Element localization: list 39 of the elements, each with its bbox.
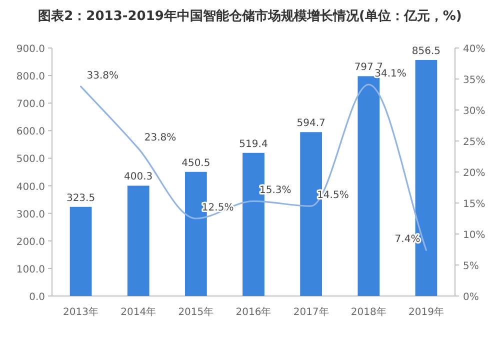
- bar: [70, 206, 92, 296]
- y2-tick-label: 0%: [463, 292, 479, 303]
- chart-title: 图表2：2013-2019年中国智能仓储市场规模增长情况(单位：亿元，%): [38, 8, 462, 24]
- data-label: 23.8%: [144, 132, 176, 144]
- x-tick-label: 2016年: [236, 306, 272, 318]
- data-label: 450.5: [182, 158, 210, 169]
- y2-tick-label: 35%: [463, 75, 486, 86]
- y-tick-label: 600.0: [16, 126, 45, 138]
- y2-tick-label: 20%: [463, 168, 486, 179]
- data-label: 34.1%: [374, 68, 406, 80]
- x-tick-label: 2018年: [350, 306, 386, 318]
- data-label: 323.5: [66, 192, 96, 204]
- y2-tick-label: 30%: [463, 106, 486, 117]
- x-tick-label: 2013年: [63, 306, 99, 318]
- y-tick-label: 100.0: [16, 264, 45, 276]
- data-label: 519.4: [239, 138, 268, 150]
- y2-tick-label: 15%: [463, 199, 486, 210]
- bar: [358, 76, 380, 296]
- data-label: 594.7: [296, 118, 326, 130]
- x-tick-label: 2015年: [178, 306, 214, 318]
- y-tick-label: 300.0: [16, 209, 45, 220]
- y-tick-label: 500.0: [16, 154, 45, 166]
- data-label: 33.8%: [86, 70, 119, 82]
- y2-tick-label: 5%: [463, 261, 479, 272]
- y-tick-label: 900.0: [16, 44, 45, 55]
- x-tick-label: 2017年: [293, 306, 329, 318]
- y-tick-label: 800.0: [16, 72, 45, 83]
- y-tick-label: 700.0: [16, 99, 45, 110]
- y2-tick-label: 25%: [463, 137, 486, 148]
- y2-tick-label: 10%: [463, 230, 486, 241]
- x-tick-label: 2014年: [120, 306, 156, 318]
- y-tick-label: 400.0: [16, 182, 45, 193]
- y2-tick-label: 40%: [463, 44, 486, 55]
- data-label: 400.3: [124, 172, 153, 183]
- data-label: 856.5: [412, 46, 441, 57]
- bar: [127, 186, 150, 296]
- y-tick-label: 0.0: [29, 292, 45, 303]
- x-tick-label: 2019年: [408, 306, 444, 318]
- y-tick-label: 200.0: [16, 236, 45, 248]
